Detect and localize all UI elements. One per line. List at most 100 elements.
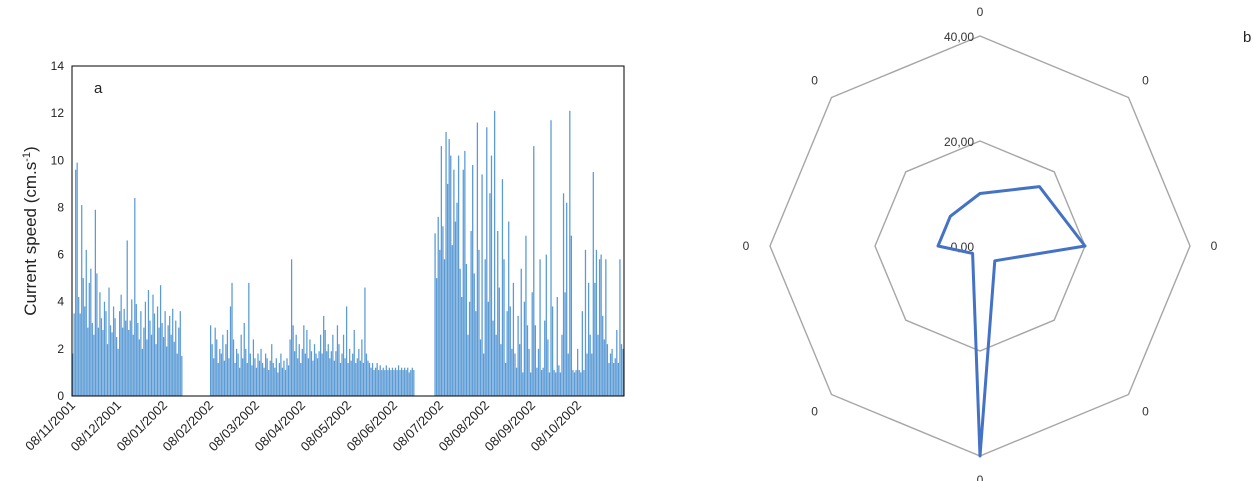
bar — [472, 165, 474, 396]
bar — [388, 367, 391, 396]
bar — [72, 353, 74, 396]
plot-frame — [71, 65, 625, 397]
bar — [467, 334, 469, 396]
bar — [390, 370, 392, 396]
bar — [397, 365, 400, 396]
bar — [289, 339, 291, 396]
bar — [339, 363, 342, 396]
bar — [375, 367, 377, 396]
bar — [143, 327, 145, 396]
bars — [72, 110, 624, 397]
bar — [589, 334, 591, 396]
bar — [487, 301, 489, 396]
bar — [580, 372, 582, 396]
bar — [408, 372, 410, 396]
bar — [94, 209, 96, 396]
bar — [303, 325, 305, 396]
bar — [597, 334, 599, 396]
bar — [248, 282, 250, 396]
bar — [246, 363, 248, 396]
bar — [152, 294, 154, 396]
bar — [484, 259, 486, 396]
bar — [498, 287, 500, 396]
bar — [162, 337, 165, 396]
bar — [294, 351, 296, 396]
bar — [558, 365, 560, 396]
y-tick-label: 10 — [51, 153, 65, 167]
bar — [125, 320, 127, 396]
bar — [229, 306, 232, 396]
bar — [333, 360, 336, 396]
bar — [385, 365, 387, 396]
bar — [220, 353, 222, 396]
bar — [528, 348, 530, 396]
bar — [164, 311, 166, 396]
category-label: 0 — [811, 74, 818, 88]
bar — [605, 259, 607, 396]
bar — [146, 339, 148, 396]
bar — [235, 348, 238, 396]
bar — [225, 344, 227, 396]
bar — [394, 367, 397, 396]
bar — [283, 360, 285, 396]
category-label: 0 — [1211, 239, 1218, 253]
y-tick-label: 14 — [51, 59, 65, 73]
bar — [620, 344, 623, 396]
y-axis-label: Current speed (cm.s-1) — [21, 146, 40, 315]
y-tick-label: 2 — [57, 342, 64, 356]
bar — [512, 282, 515, 396]
bar — [387, 370, 389, 396]
bar — [329, 358, 331, 396]
bar — [310, 351, 313, 396]
bar — [523, 301, 526, 396]
bar — [320, 334, 322, 396]
bar — [115, 337, 118, 396]
bar — [93, 334, 95, 396]
bar — [603, 339, 605, 396]
bar — [506, 311, 508, 396]
bar — [75, 169, 77, 396]
bar — [400, 367, 403, 396]
bar — [161, 322, 163, 396]
bar — [611, 348, 613, 396]
bar — [159, 285, 162, 396]
bar — [457, 155, 460, 396]
bar — [550, 120, 552, 396]
bar — [436, 278, 438, 396]
bar — [399, 370, 401, 396]
bar — [353, 330, 355, 396]
bar — [542, 367, 544, 396]
bar — [134, 198, 136, 396]
bar — [442, 226, 444, 396]
bar — [355, 363, 357, 396]
bar — [222, 334, 224, 396]
bar — [592, 172, 594, 396]
bar — [553, 370, 555, 396]
bar — [87, 327, 89, 396]
bar — [315, 353, 317, 396]
bar — [450, 155, 452, 396]
bar — [584, 249, 587, 396]
bar — [501, 179, 504, 396]
bar — [234, 363, 236, 396]
bar — [156, 306, 159, 396]
bar — [102, 330, 104, 396]
bar — [483, 353, 485, 396]
bar — [410, 370, 412, 396]
bar — [413, 370, 415, 396]
bar — [476, 122, 479, 397]
bar — [486, 127, 488, 397]
bar — [79, 313, 81, 396]
y-tick-label: 4 — [57, 295, 64, 309]
bar — [594, 282, 596, 396]
bar — [495, 334, 497, 396]
bar — [300, 363, 302, 396]
bar — [117, 348, 119, 396]
bar — [446, 183, 449, 396]
bar — [122, 327, 124, 396]
bar — [176, 353, 178, 396]
bar — [365, 353, 368, 396]
panel-label-a: a — [94, 80, 103, 97]
